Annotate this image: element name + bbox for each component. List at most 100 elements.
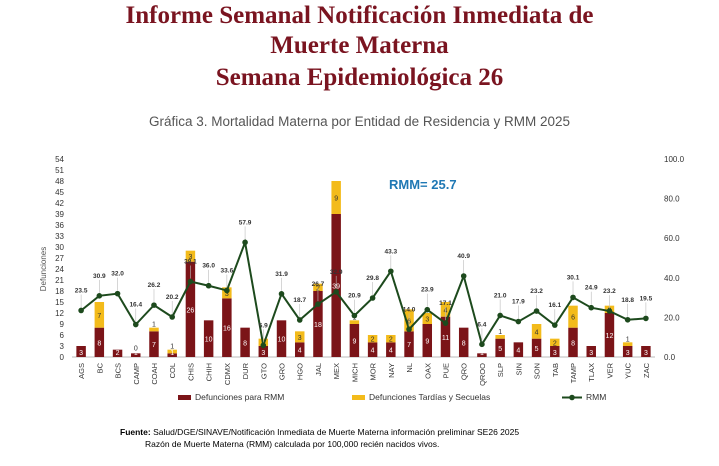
- bar-late-mor: [367, 335, 378, 343]
- left-tick-label: 9: [60, 320, 65, 329]
- bar-rmm-ver: [604, 313, 615, 357]
- left-tick-label: 18: [55, 287, 64, 296]
- right-tick-label: 0.0: [664, 353, 676, 362]
- bar-late-label: 1: [498, 329, 502, 336]
- bar-late-label: 2: [389, 337, 393, 344]
- rmm-value-label: 23.5: [75, 287, 88, 294]
- bar-rmm-label: 3: [553, 350, 557, 357]
- bar-rmm-label: 4: [516, 348, 520, 355]
- bar-rmm-bcs: [112, 349, 123, 357]
- x-tick-label: SON: [533, 363, 542, 379]
- bar-rmm-qroo: [477, 353, 487, 357]
- bar-rmm-nl: [404, 331, 414, 357]
- rmm-point-qro: [460, 273, 467, 279]
- bar-rmm-tlax: [586, 346, 596, 357]
- left-tick-label: 21: [55, 276, 64, 285]
- bar-rmm-label: 16: [223, 326, 231, 333]
- rmm-value-label: 6.4: [477, 321, 486, 328]
- rmm-point-hgo: [296, 317, 303, 323]
- bar-late-label: 1: [626, 336, 630, 343]
- bar-late-jal: [313, 283, 323, 291]
- legend-label-rmm-deaths: Defunciones para RMM: [195, 392, 284, 402]
- rmm-point-gto: [260, 342, 267, 349]
- report-title-line-2: Muerte Materna: [270, 32, 449, 59]
- bar-late-label: 3: [188, 254, 192, 261]
- rmm-value-label: 20.9: [348, 293, 361, 300]
- legend-swatch-late: [352, 395, 365, 400]
- rmm-annotation: RMM= 25.7: [389, 177, 457, 192]
- bar-rmm-label: 8: [571, 340, 575, 347]
- rmm-point-oax: [424, 306, 431, 313]
- rmm-line-group: 23.530.9 32.016.426.220.238.136.033.657.9…: [75, 219, 653, 350]
- bar-group: 3872107111263101638321043182399914242769…: [76, 181, 651, 357]
- bar-rmm-label: 1: [170, 350, 174, 357]
- rmm-value-label: 26.2: [148, 282, 161, 289]
- rmm-value-label: 31.9: [275, 271, 288, 278]
- bar-rmm-cdmx: [222, 298, 232, 357]
- bar-late-label: 3: [425, 317, 429, 324]
- rmm-value-label: 30.1: [567, 274, 580, 281]
- rmm-point-mich: [351, 312, 358, 319]
- x-tick-label: TAB: [551, 363, 560, 377]
- legend-label-late-deaths: Defunciones Tardías y Secuelas: [369, 392, 490, 402]
- x-tick-label: GTO: [259, 363, 268, 379]
- x-tick-label: JAL: [314, 363, 323, 376]
- bar-rmm-yuc: [622, 346, 633, 357]
- bar-late-oax: [422, 313, 433, 324]
- bar-rmm-label: 8: [243, 340, 247, 347]
- bar-late-label: 3: [225, 291, 229, 298]
- bar-rmm-label: 3: [626, 350, 630, 357]
- bar-late-label: 1: [152, 322, 156, 329]
- rmm-value-label: 43.3: [385, 248, 398, 255]
- x-tick-label: CHIS: [186, 363, 195, 381]
- bar-late-label: 2: [553, 340, 557, 347]
- rmm-point-sin: [515, 318, 522, 325]
- left-tick-label: 48: [55, 177, 64, 186]
- rmm-point-nay: [388, 268, 394, 275]
- rmm-value-label: 32.9: [330, 269, 343, 276]
- bar-rmm-label: 4: [389, 348, 393, 355]
- left-tick-label: 27: [55, 254, 64, 263]
- rmm-value-label: 18.8: [621, 297, 634, 304]
- rmm-value-label: 18.7: [293, 297, 306, 304]
- rmm-point-tab: [551, 322, 558, 328]
- rmm-point-nl: [406, 326, 412, 333]
- bar-late-tab: [550, 338, 560, 346]
- rmm-point-bc: [96, 293, 103, 299]
- rmm-value-label: 5.9: [259, 322, 268, 329]
- x-tick-label: COAH: [150, 363, 159, 385]
- bar-rmm-label: 3: [79, 350, 83, 357]
- source-line-2: Razón de Muerte Materna (RMM) calculada …: [145, 439, 440, 449]
- rmm-value-label: 26.7: [312, 281, 325, 288]
- x-tick-label: QRO: [460, 363, 469, 380]
- bar-rmm-label: 2: [116, 350, 120, 357]
- x-tick-label: NAY: [387, 363, 396, 378]
- x-tick-label: VER: [605, 362, 614, 378]
- legend-swatch-marker: [569, 394, 575, 401]
- bar-rmm-sin: [513, 342, 524, 357]
- x-tick-label: AGS: [77, 363, 86, 379]
- x-tick-label: ZAC: [642, 362, 651, 378]
- x-tick-label: BCS: [114, 363, 123, 378]
- left-tick-label: 39: [55, 210, 64, 219]
- bar-rmm-label: 7: [152, 342, 156, 349]
- left-tick-label: 30: [55, 243, 64, 252]
- rmm-value-label: 57.9: [239, 219, 252, 226]
- rmm-point-zac: [643, 315, 649, 322]
- bar-rmm-label: 5: [498, 346, 502, 353]
- bar-rmm-nay: [386, 342, 396, 357]
- bar-late-label: 7: [97, 313, 101, 320]
- bar-rmm-label: 9: [352, 339, 356, 346]
- x-tick-label: YUC: [624, 362, 633, 378]
- bar-late-bc: [94, 302, 105, 328]
- rmm-value-label: 32.0: [111, 271, 124, 278]
- x-tick-label: COL: [168, 363, 177, 378]
- bar-rmm-label: 8: [97, 340, 101, 347]
- left-tick-label: 6: [60, 331, 65, 340]
- report-title-line-3: Semana Epidemiológica 26: [215, 64, 504, 91]
- rmm-value-label: 30.9: [93, 273, 106, 280]
- bar-late-coah: [149, 327, 159, 332]
- right-tick-label: 60.0: [664, 234, 680, 243]
- left-tick-label: 12: [55, 309, 64, 318]
